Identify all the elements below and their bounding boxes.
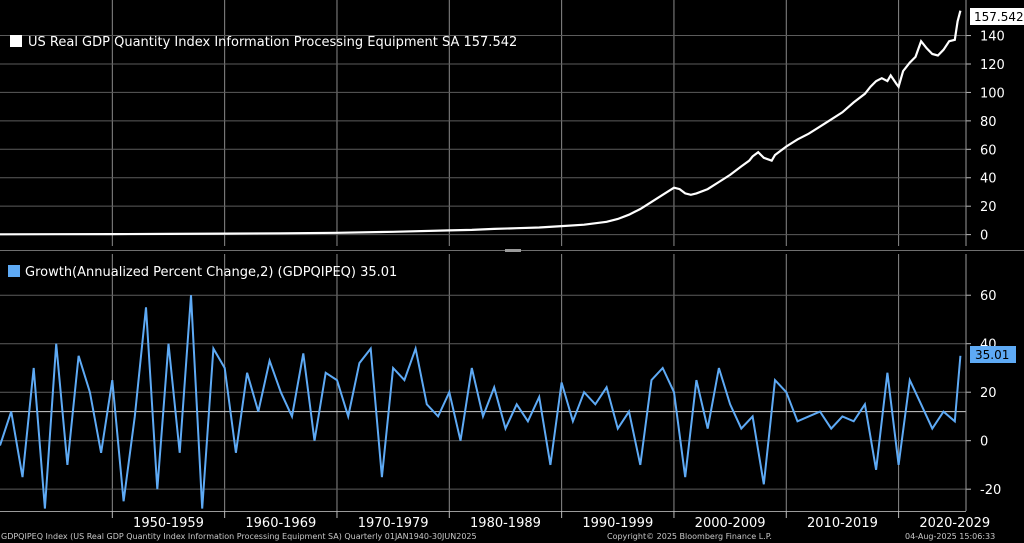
footer-timestamp: 04-Aug-2025 15:06:33	[905, 532, 996, 541]
x-tick-label: 2020-2029	[919, 516, 990, 531]
top-legend: US Real GDP Quantity Index Information P…	[10, 35, 517, 50]
x-tick-label: 1960-1969	[245, 516, 316, 531]
chart-area: 0 20 40 60 80 100 120 140 US Real GDP Quantity …	[0, 0, 1024, 531]
top-y-tick-label: 20	[980, 200, 997, 215]
top-y-tick-label: 100	[980, 86, 1005, 101]
bottom-y-tick-label: 60	[980, 289, 997, 304]
bottom-legend: Growth(Annualized Percent Change,2) (GDP…	[8, 265, 397, 280]
top-y-tick-label: 60	[980, 143, 997, 158]
x-tick-label: 1980-1989	[470, 516, 541, 531]
x-axis: 1950-1959 1960-1969 1970-1979 1980-1989 1990…	[0, 511, 990, 531]
bottom-last-value-badge: 35.01	[970, 346, 1016, 363]
top-y-tick-label: 120	[980, 58, 1005, 73]
footer-source: GDPQIPEQ Index (US Real GDP Quantity Ind…	[1, 532, 477, 541]
footer: GDPQIPEQ Index (US Real GDP Quantity Ind…	[0, 532, 1024, 543]
top-y-tick-label: 80	[980, 115, 997, 130]
top-last-value: 157.542	[974, 10, 1024, 24]
x-tick-label: 1950-1959	[133, 516, 204, 531]
x-tick-label: 2000-2009	[695, 516, 766, 531]
top-legend-label: US Real GDP Quantity Index Information P…	[28, 35, 517, 50]
top-last-value-badge: 157.542	[970, 8, 1024, 25]
top-y-tick-label: 140	[980, 30, 1005, 45]
bottom-y-tick-label: 0	[980, 435, 988, 450]
bottom-last-value: 35.01	[975, 348, 1009, 362]
x-tick-label: 1970-1979	[358, 516, 429, 531]
footer-copyright: Copyright© 2025 Bloomberg Finance L.P.	[607, 532, 772, 541]
bottom-y-tick-label: 20	[980, 386, 997, 401]
bottom-series-line	[0, 295, 962, 509]
top-series-line	[0, 10, 962, 236]
x-tick-label: 2010-2019	[807, 516, 878, 531]
bottom-y-tick-label: -20	[980, 483, 1001, 498]
bottom-legend-label: Growth(Annualized Percent Change,2) (GDP…	[25, 265, 397, 280]
top-panel: 0 20 40 60 80 100 120 140 US Real GDP Quantity …	[0, 0, 1024, 246]
bottom-legend-swatch	[8, 265, 20, 277]
top-y-tick-label: 40	[980, 172, 997, 187]
x-tick-label: 1990-1999	[582, 516, 653, 531]
top-y-tick-label: 0	[980, 229, 988, 244]
top-legend-swatch	[10, 35, 22, 47]
